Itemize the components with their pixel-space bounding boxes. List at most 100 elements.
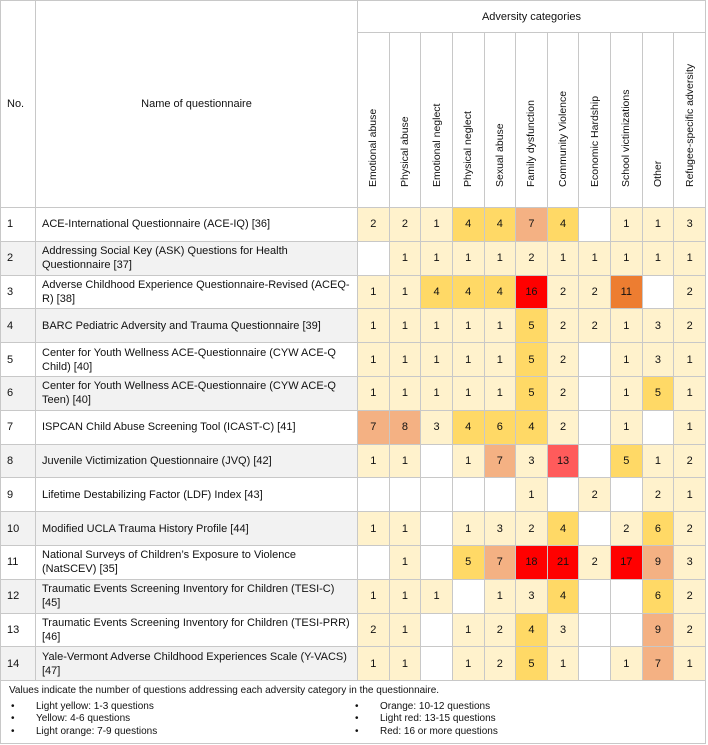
value-cell: 1 xyxy=(610,646,643,682)
value-cell: 2 xyxy=(546,342,580,377)
value-cell: 1 xyxy=(546,646,580,682)
table-row: 12 Traumatic Events Screening Inventory f… xyxy=(0,578,706,614)
value-cell: 2 xyxy=(546,308,580,344)
value-cell: 5 xyxy=(610,443,643,479)
value-cell: 2 xyxy=(578,477,611,513)
value-cell: 4 xyxy=(515,612,548,648)
value-cell: 1 xyxy=(641,207,675,242)
value-cell xyxy=(610,612,643,648)
value-cell xyxy=(546,477,580,513)
value-cell xyxy=(578,578,611,614)
value-cell: 1 xyxy=(388,578,422,614)
value-cell: 4 xyxy=(515,409,548,445)
header-category-label: School victimizations xyxy=(620,89,633,187)
value-cell: 21 xyxy=(546,544,580,580)
table-row: 9 Lifetime Destabilizing Factor (LDF) Ind… xyxy=(0,477,706,513)
value-cell: 1 xyxy=(610,409,643,445)
value-cell xyxy=(420,477,453,513)
value-cell: 1 xyxy=(483,308,517,344)
questionnaire-name: National Surveys of Children’s Exposure … xyxy=(35,544,358,580)
questionnaire-name: Modified UCLA Trauma History Profile [44… xyxy=(35,511,358,546)
value-cell: 9 xyxy=(641,544,675,580)
header-category: Emotional neglect xyxy=(420,32,453,208)
value-cell xyxy=(420,443,453,479)
value-cell: 4 xyxy=(483,207,517,242)
value-cell: 7 xyxy=(357,409,390,445)
value-cell: 2 xyxy=(515,240,548,276)
questionnaire-name: ACE-International Questionnaire (ACE-IQ)… xyxy=(35,207,358,242)
value-cell xyxy=(388,477,422,513)
table-row: 6 Center for Youth Wellness ACE-Questionn… xyxy=(0,375,706,411)
value-cell: 1 xyxy=(357,308,390,344)
header-category-label: Community Violence xyxy=(557,90,570,187)
value-cell xyxy=(420,612,453,648)
value-cell: 7 xyxy=(483,544,517,580)
adversity-table: No. Name of questionnaire Adversity cate… xyxy=(0,0,706,682)
value-cell: 1 xyxy=(641,240,675,276)
value-cell: 3 xyxy=(546,612,580,648)
value-cell: 4 xyxy=(451,274,485,310)
value-cell: 2 xyxy=(673,274,706,310)
row-number: 7 xyxy=(0,409,36,445)
row-number: 5 xyxy=(0,342,36,377)
value-cell: 4 xyxy=(420,274,453,310)
value-cell: 1 xyxy=(451,511,485,546)
value-cell xyxy=(483,477,517,513)
value-cell: 4 xyxy=(451,207,485,242)
header-category-label: Emotional neglect xyxy=(430,103,443,187)
value-cell xyxy=(451,477,485,513)
value-cell: 2 xyxy=(546,375,580,411)
value-cell: 2 xyxy=(673,308,706,344)
header-category: Refugee-specific adversity xyxy=(673,32,706,208)
header-category-label: Refugee-specific adversity xyxy=(683,63,696,187)
value-cell: 8 xyxy=(388,409,422,445)
questionnaire-name: Yale-Vermont Adverse Childhood Experienc… xyxy=(35,646,358,682)
value-cell: 5 xyxy=(515,375,548,411)
questionnaire-name: Center for Youth Wellness ACE-Questionna… xyxy=(35,375,358,411)
value-cell: 3 xyxy=(515,578,548,614)
value-cell xyxy=(357,544,390,580)
value-cell: 1 xyxy=(673,646,706,682)
table-row: 11 National Surveys of Children’s Exposur… xyxy=(0,544,706,580)
value-cell: 3 xyxy=(420,409,453,445)
value-cell: 1 xyxy=(357,274,390,310)
value-cell: 2 xyxy=(515,511,548,546)
value-cell: 11 xyxy=(610,274,643,310)
value-cell xyxy=(578,207,611,242)
value-cell: 1 xyxy=(610,375,643,411)
legend-item: Light yellow: 1-3 questions xyxy=(9,701,353,714)
legend-item: Light red: 13-15 questions xyxy=(353,713,697,726)
value-cell: 1 xyxy=(388,375,422,411)
value-cell: 2 xyxy=(578,544,611,580)
value-cell xyxy=(420,544,453,580)
value-cell: 1 xyxy=(388,544,422,580)
header-category-label: Other xyxy=(651,160,664,187)
value-cell: 1 xyxy=(388,240,422,276)
value-cell xyxy=(641,409,675,445)
value-cell: 5 xyxy=(451,544,485,580)
value-cell: 1 xyxy=(451,308,485,344)
row-number: 2 xyxy=(0,240,36,276)
value-cell: 1 xyxy=(420,308,453,344)
value-cell: 1 xyxy=(673,477,706,513)
value-cell: 17 xyxy=(610,544,643,580)
value-cell: 7 xyxy=(515,207,548,242)
table-row: 3 Adverse Childhood Experience Questionna… xyxy=(0,274,706,310)
table-row: 1 ACE-International Questionnaire (ACE-IQ… xyxy=(0,207,706,242)
value-cell: 6 xyxy=(641,578,675,614)
value-cell xyxy=(578,612,611,648)
legend-item: Red: 16 or more questions xyxy=(353,726,697,739)
row-number: 1 xyxy=(0,207,36,242)
value-cell xyxy=(357,240,390,276)
value-cell: 6 xyxy=(641,511,675,546)
header-category: Family dysfunction xyxy=(515,32,548,208)
value-cell: 4 xyxy=(546,578,580,614)
header-category: Sexual abuse xyxy=(483,32,517,208)
value-cell: 16 xyxy=(515,274,548,310)
value-cell: 2 xyxy=(388,207,422,242)
questionnaire-name: Center for Youth Wellness ACE-Questionna… xyxy=(35,342,358,377)
value-cell xyxy=(641,274,675,310)
value-cell: 3 xyxy=(515,443,548,479)
row-number: 14 xyxy=(0,646,36,682)
value-cell: 1 xyxy=(641,443,675,479)
